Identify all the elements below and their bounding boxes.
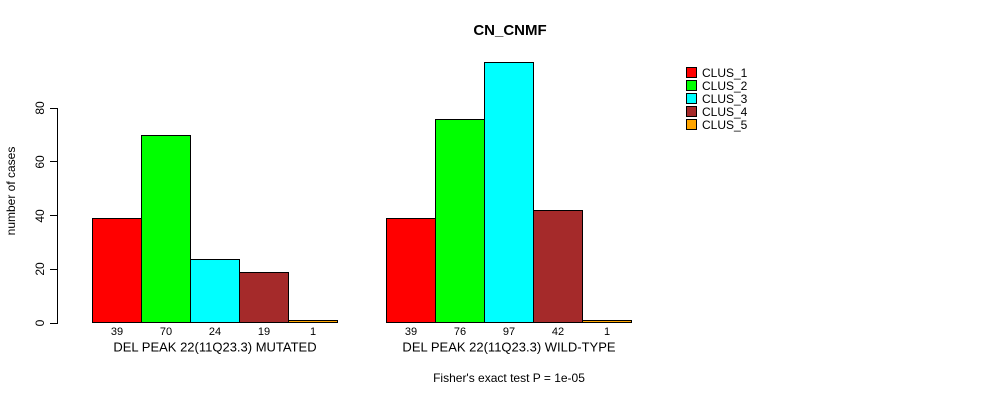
- y-tick: [50, 107, 57, 109]
- bar-value-label: 1: [309, 326, 317, 338]
- bar-clus_3-mutated: [190, 258, 240, 323]
- legend-label-clus_4: CLUS_4: [702, 104, 748, 119]
- legend-swatch-clus_2: [686, 80, 697, 91]
- y-tick-label: 80: [33, 101, 47, 115]
- bar-value-label: 39: [110, 326, 124, 338]
- legend-label-clus_1: CLUS_1: [702, 65, 748, 80]
- y-tick: [50, 322, 57, 324]
- bar-clus_5-mutated: [288, 320, 338, 323]
- legend-label-clus_3: CLUS_3: [702, 91, 748, 106]
- bar-clus_1-mutated: [92, 218, 142, 323]
- bar-value-label: 76: [453, 326, 467, 338]
- bar-clus_2-wildtype: [435, 118, 485, 323]
- bar-clus_2-mutated: [141, 134, 191, 323]
- bar-clus_4-wildtype: [533, 210, 583, 323]
- legend-swatch-clus_1: [686, 67, 697, 78]
- bar-clus_5-wildtype: [582, 320, 632, 323]
- bar-value-label: 97: [502, 326, 516, 338]
- x-axis-group-label-mutated: DEL PEAK 22(11Q23.3) MUTATED: [113, 339, 317, 355]
- y-tick: [50, 215, 57, 216]
- legend-label-clus_2: CLUS_2: [702, 78, 748, 93]
- bar-value-label: 19: [257, 326, 271, 338]
- y-tick-label: 60: [33, 155, 47, 169]
- chart-title: CN_CNMF: [473, 22, 547, 39]
- fisher-test-annotation: Fisher's exact test P = 1e-05: [433, 371, 585, 385]
- y-tick-label: 40: [33, 208, 47, 223]
- x-axis-group-label-wildtype: DEL PEAK 22(11Q23.3) WILD-TYPE: [402, 339, 616, 355]
- bar-clus_1-wildtype: [386, 218, 436, 323]
- y-tick: [50, 161, 57, 163]
- y-axis-label: number of cases: [4, 146, 18, 236]
- legend-swatch-clus_3: [686, 93, 697, 104]
- bar-value-label: 39: [404, 326, 418, 338]
- legend-label-clus_5: CLUS_5: [702, 117, 748, 132]
- y-tick: [50, 268, 57, 270]
- bar-value-label: 70: [159, 326, 173, 338]
- y-axis-line: [57, 107, 58, 324]
- y-tick-label: 0: [33, 319, 47, 327]
- bar-value-label: 42: [551, 326, 565, 338]
- legend-swatch-clus_5: [686, 119, 697, 130]
- bar-value-label: 24: [208, 326, 222, 338]
- bar-clus_4-mutated: [239, 271, 289, 323]
- y-tick-label: 20: [33, 262, 47, 276]
- bar-clus_3-wildtype: [484, 62, 534, 323]
- bar-value-label: 1: [603, 326, 611, 338]
- legend-swatch-clus_4: [686, 106, 697, 117]
